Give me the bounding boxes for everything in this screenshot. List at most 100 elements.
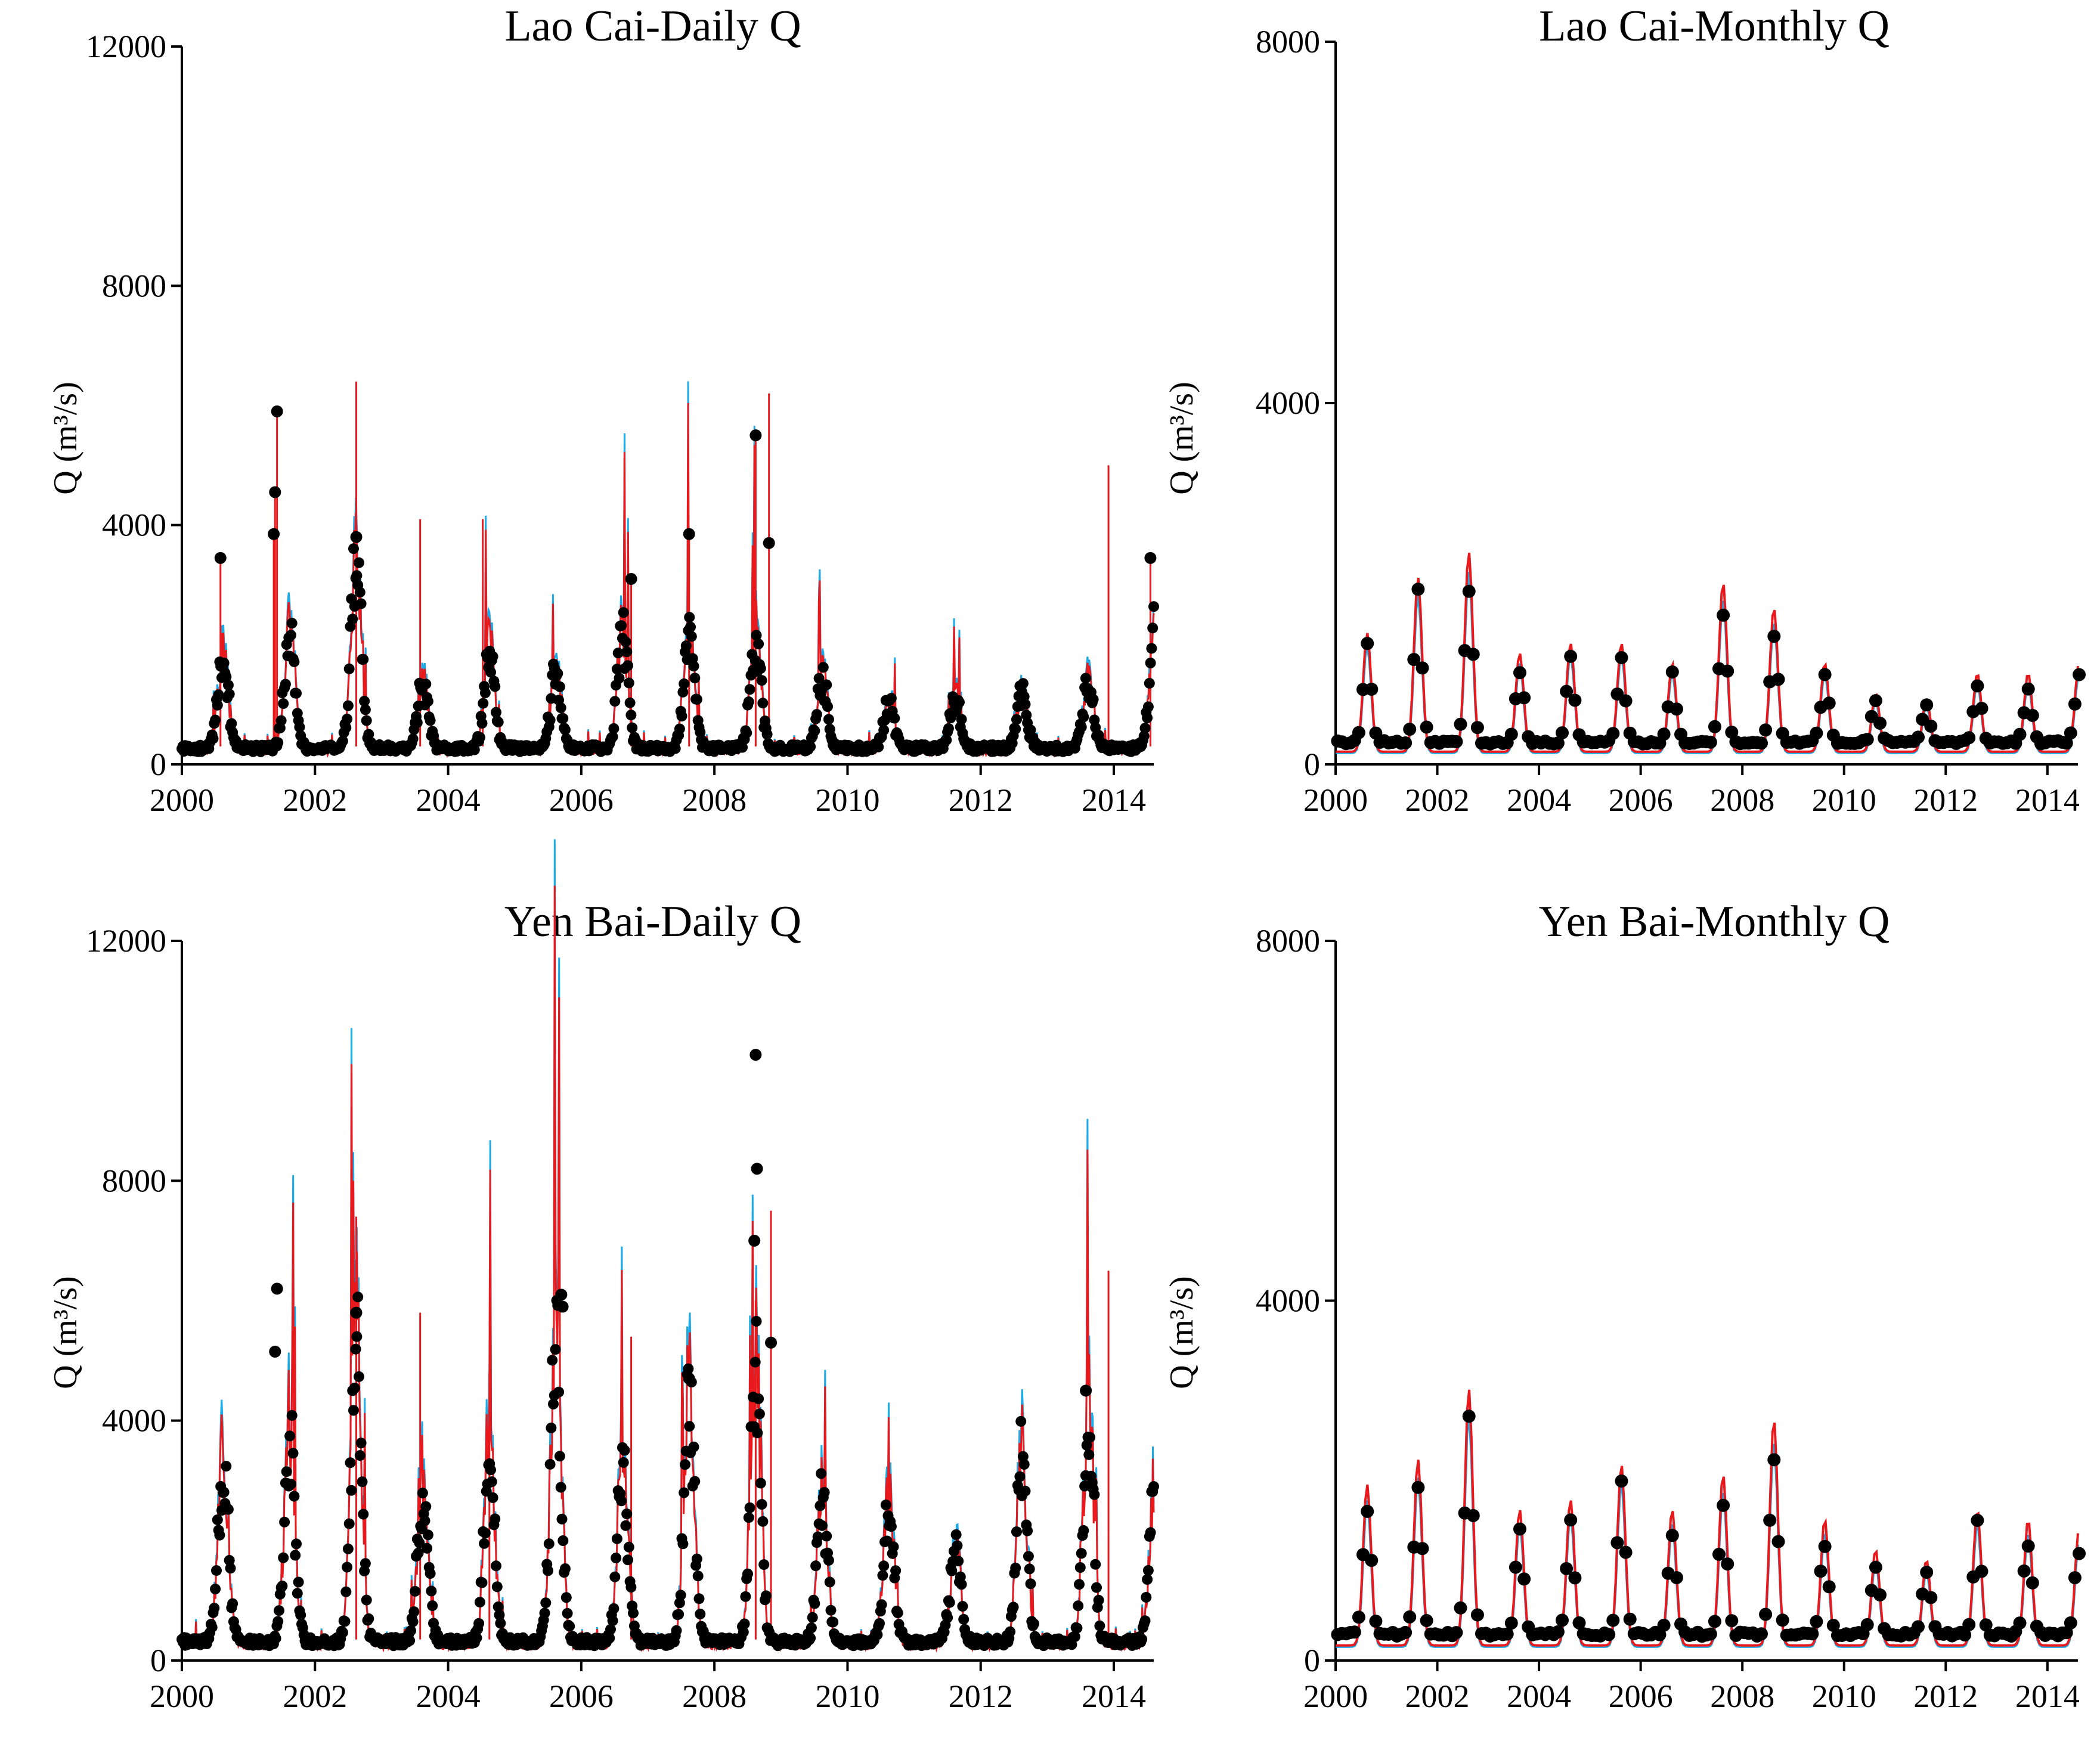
observed-point	[683, 528, 695, 540]
observed-point	[821, 679, 832, 690]
observed-point	[1411, 1480, 1425, 1494]
observed-point	[1517, 691, 1531, 705]
x-tick-label: 2012	[949, 782, 1013, 818]
observed-point	[1759, 723, 1773, 737]
observed-point	[1869, 1560, 1882, 1574]
observed-point	[1755, 736, 1768, 750]
observed-point	[2068, 1571, 2082, 1585]
observed-point	[491, 1560, 501, 1572]
observed-point	[278, 698, 289, 710]
observed-point	[1352, 1610, 1365, 1624]
observed-point	[1466, 648, 1480, 661]
observed-point	[1074, 1562, 1086, 1573]
observed-point	[557, 712, 569, 724]
observed-point	[1074, 1579, 1085, 1590]
observed-point	[680, 640, 692, 652]
observed-point	[361, 1594, 372, 1606]
observed-point	[407, 733, 419, 745]
x-tick-label: 2006	[549, 1678, 614, 1714]
observed-point	[271, 405, 283, 418]
observed-point	[1078, 711, 1089, 723]
observed-point	[555, 1482, 566, 1493]
observed-point	[544, 1458, 556, 1470]
observed-point	[754, 1408, 765, 1420]
x-tick-label: 2010	[815, 782, 879, 818]
observed-point	[422, 696, 433, 707]
observed-point	[268, 528, 280, 540]
observed-point	[1551, 736, 1565, 750]
x-tick-label: 2010	[1812, 782, 1876, 818]
observed-point	[294, 721, 305, 733]
observed-point	[1560, 1562, 1574, 1575]
observed-point	[1076, 721, 1087, 733]
observed-point	[491, 1581, 503, 1593]
observed-point	[1860, 1618, 1874, 1631]
observed-point	[878, 1560, 890, 1572]
observed-point	[824, 1576, 835, 1588]
observed-point	[957, 1601, 968, 1612]
observed-point	[671, 1625, 682, 1636]
observed-point	[358, 653, 369, 665]
observed-point	[614, 673, 625, 684]
observed-point	[813, 673, 825, 684]
observed-point	[546, 1422, 557, 1433]
observed-point	[885, 693, 897, 704]
observed-point	[1142, 1574, 1153, 1585]
observed-point	[737, 742, 748, 753]
observed-point	[473, 1618, 485, 1629]
observed-point	[224, 1555, 235, 1566]
observed-point	[944, 1597, 955, 1608]
observed-point	[1657, 1618, 1671, 1632]
observed-point	[339, 1616, 351, 1627]
observed-point	[1912, 1620, 1925, 1634]
observed-point	[625, 710, 637, 721]
x-tick-label: 2014	[1082, 1678, 1146, 1714]
observed-point	[2073, 1547, 2086, 1560]
observed-point	[474, 1597, 485, 1608]
observed-point	[743, 696, 754, 707]
observed-point	[744, 684, 755, 695]
observed-point	[740, 1591, 751, 1602]
observed-point	[355, 1438, 367, 1449]
observed-point	[1025, 1578, 1036, 1590]
observed-point	[677, 1538, 689, 1550]
observed-point	[688, 661, 699, 672]
observed-point	[1024, 1563, 1035, 1575]
observed-point	[1810, 726, 1823, 740]
observed-point	[1365, 1554, 1379, 1567]
observed-point	[351, 1331, 363, 1342]
observed-point	[1721, 1557, 1734, 1571]
observed-point	[689, 673, 701, 684]
observed-point	[680, 1459, 690, 1470]
observed-point	[350, 1343, 361, 1355]
observed-point	[487, 1492, 498, 1503]
observed-point	[622, 1554, 633, 1566]
observed-point	[474, 732, 485, 743]
observed-point	[1369, 1615, 1383, 1628]
observed-point	[677, 686, 689, 698]
observed-point	[1818, 1539, 1832, 1553]
observed-point	[359, 696, 370, 707]
observed-point	[1517, 1572, 1531, 1586]
observed-point	[743, 1512, 754, 1523]
y-tick-label: 0	[150, 746, 166, 782]
x-tick-label: 2004	[416, 1678, 481, 1714]
observed-point	[413, 1547, 424, 1559]
observed-point	[213, 689, 224, 701]
x-tick-label: 2006	[549, 782, 614, 818]
observed-point	[616, 1495, 627, 1507]
observed-point	[540, 1597, 552, 1609]
observed-point	[210, 714, 221, 726]
observed-point	[819, 1487, 830, 1498]
observed-point	[1763, 1513, 1777, 1527]
observed-point	[621, 1508, 633, 1520]
observed-point	[221, 671, 232, 682]
observed-point	[550, 1344, 561, 1355]
observed-point	[1071, 1622, 1083, 1634]
observed-point	[212, 699, 223, 711]
observed-point	[485, 1464, 496, 1476]
observed-point	[1810, 1615, 1823, 1628]
observed-point	[345, 1457, 356, 1469]
observed-point	[278, 1552, 289, 1563]
observed-point	[757, 1516, 769, 1527]
